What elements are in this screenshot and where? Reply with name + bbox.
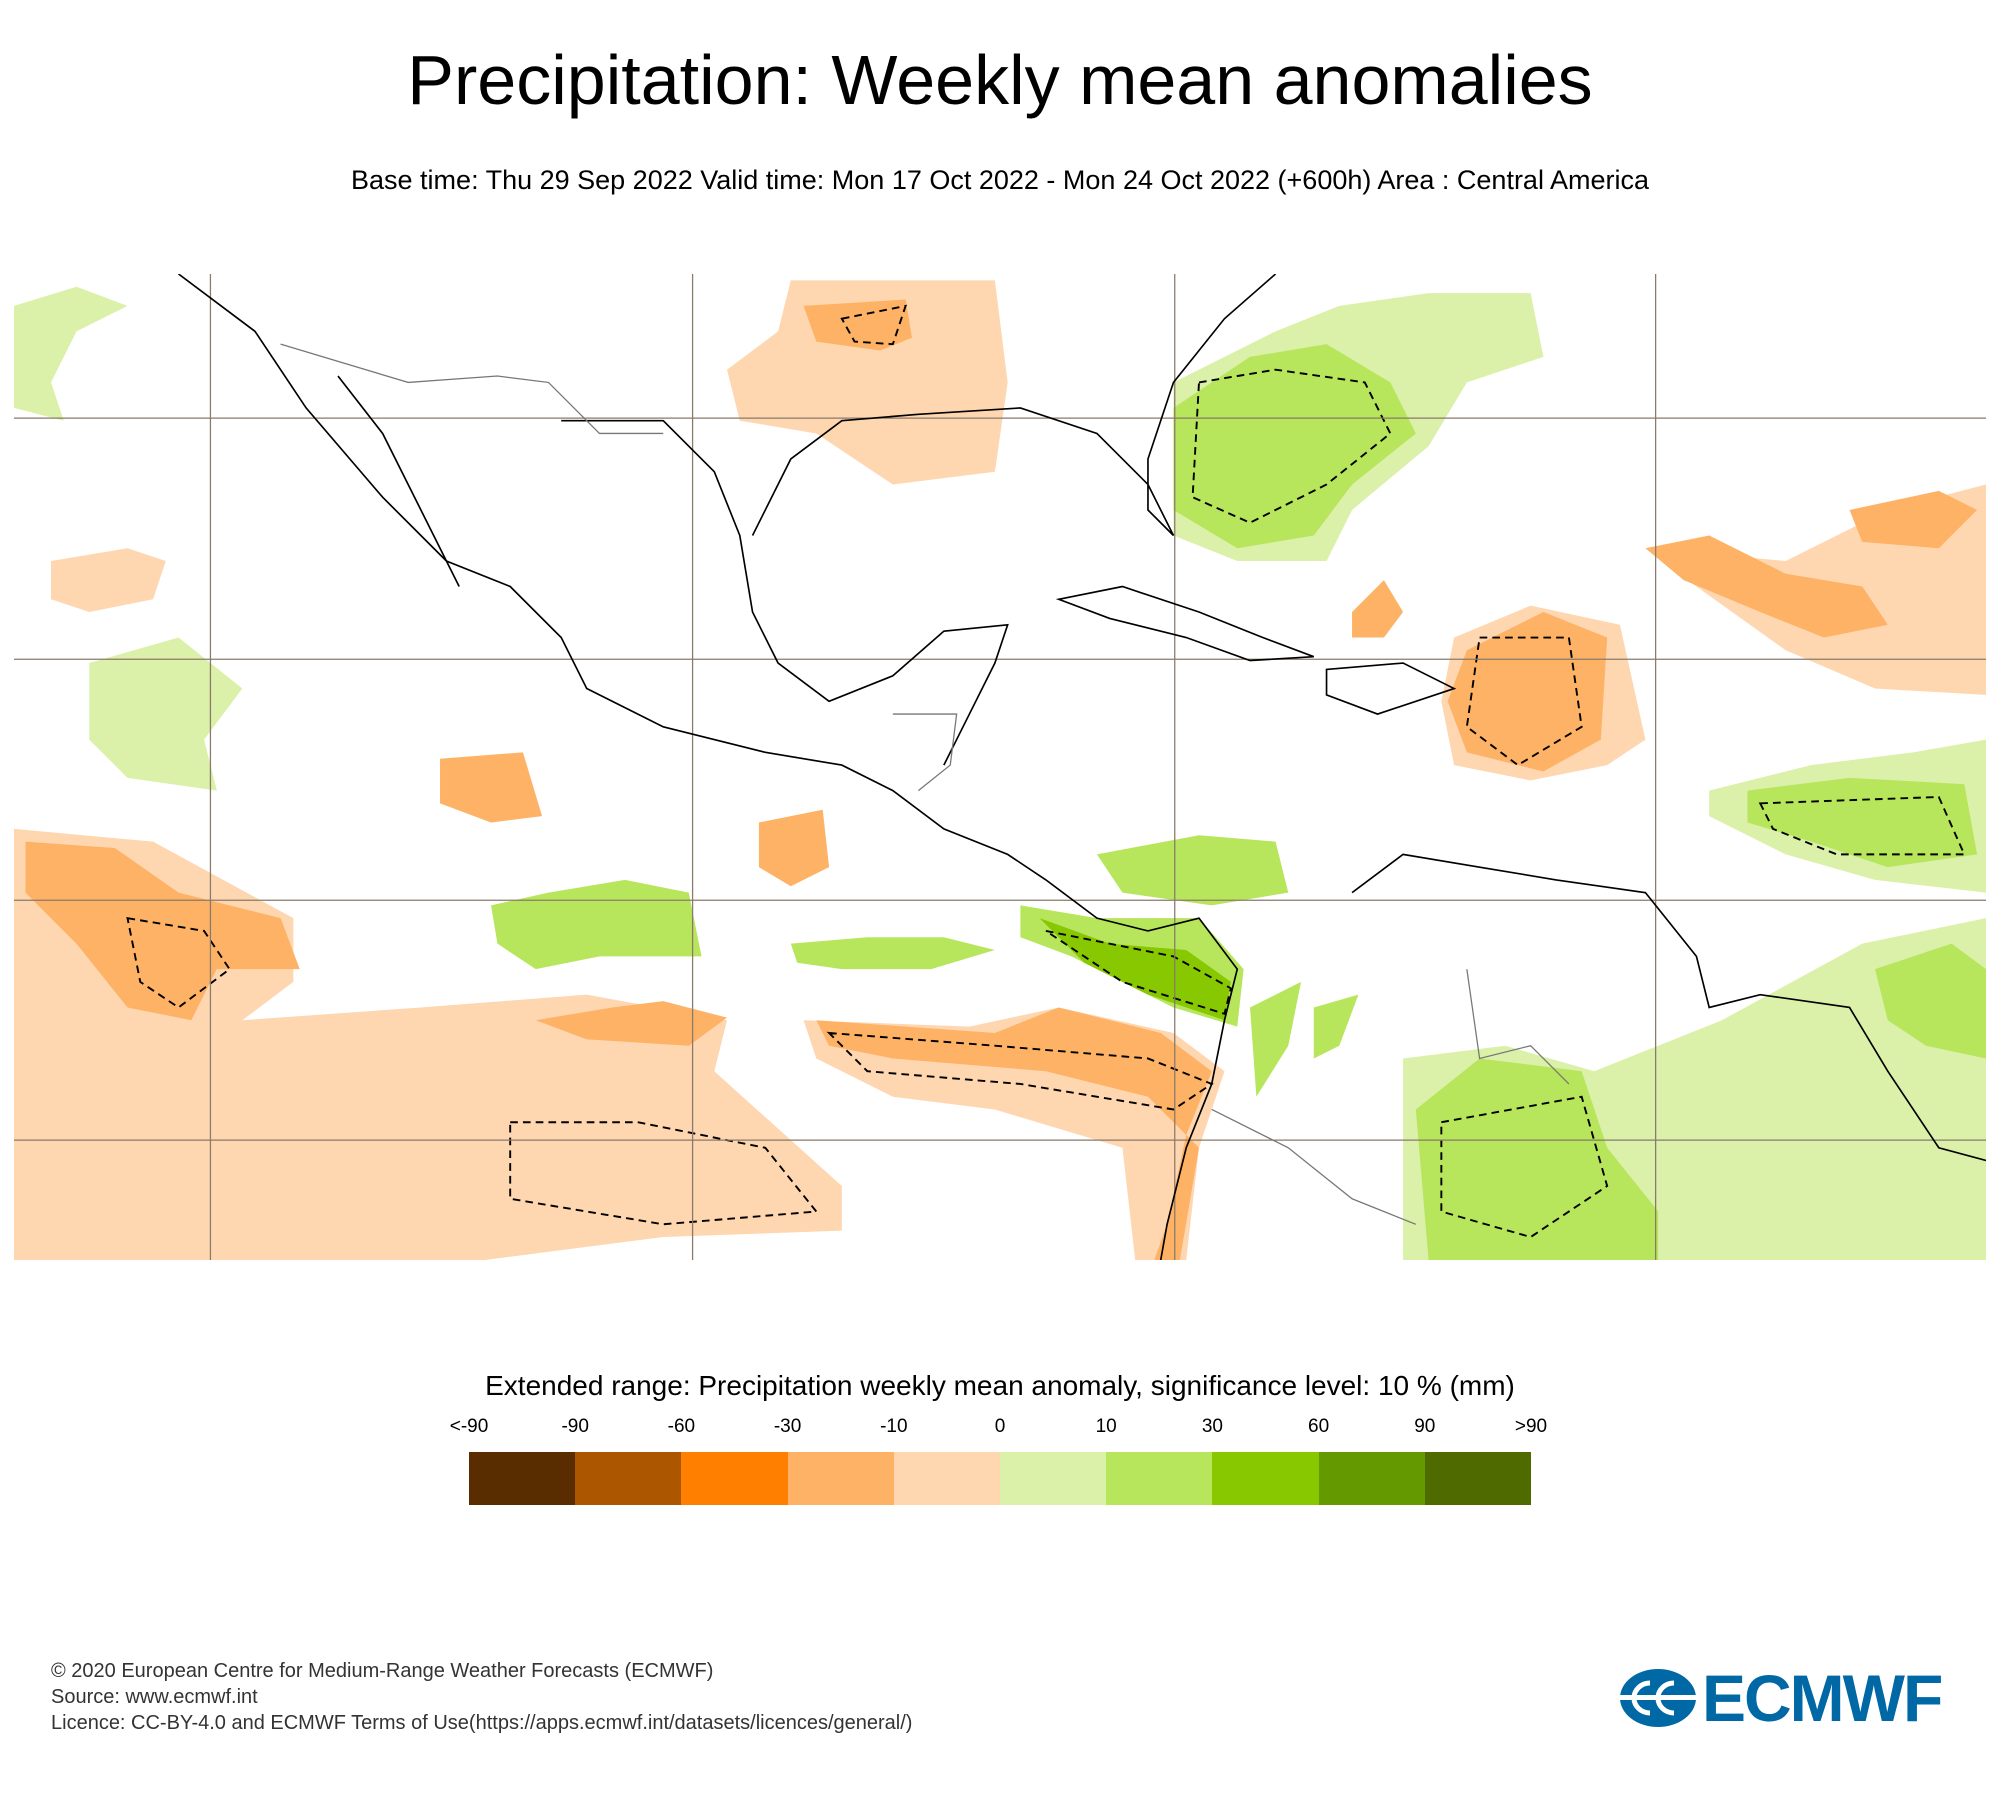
source-text: Source: www.ecmwf.int [51, 1686, 258, 1708]
graticule [14, 274, 1986, 1260]
chart-subtitle: Base time: Thu 29 Sep 2022 Valid time: M… [351, 165, 1649, 195]
legend-tick: -60 [667, 1416, 696, 1437]
wet-area [1173, 344, 1416, 549]
footer: © 2020 European Centre for Medium-Range … [51, 1658, 912, 1736]
legend-color-swatch [1212, 1452, 1319, 1505]
legend-color-swatch [681, 1452, 788, 1505]
legend-color-swatch [575, 1452, 682, 1505]
legend-title: Extended range: Precipitation weekly mea… [485, 1370, 1515, 1401]
dry-area [25, 841, 300, 1021]
wet-area [1747, 777, 1978, 868]
precipitation-anomaly-map [14, 274, 1986, 1260]
dry-area [727, 280, 1008, 485]
dry-area [440, 752, 543, 823]
legend-color-swatch [1106, 1452, 1213, 1505]
wet-area [1096, 835, 1289, 906]
wet-area [14, 286, 128, 421]
legend-color-swatch [469, 1452, 576, 1505]
legend-color-swatch [787, 1452, 894, 1505]
legend-colorbar [469, 1452, 1532, 1505]
dry-area [535, 1001, 728, 1046]
wet-area [491, 879, 702, 970]
ecmwf-logo-icon [1620, 1669, 1696, 1727]
wet-area [1039, 918, 1231, 1021]
legend-tick: -90 [561, 1416, 589, 1437]
legend-ticks: <-90 -90 -60 -30 -10 0 10 30 60 90 >90 [450, 1416, 1547, 1440]
borders [280, 343, 1570, 1225]
legend-tick: 30 [1201, 1416, 1223, 1437]
wet-area [89, 637, 243, 791]
dry-area [1447, 612, 1608, 772]
legend-color-swatch [1000, 1452, 1107, 1505]
legend-tick: 10 [1095, 1416, 1117, 1437]
legend-color-swatch [893, 1452, 1001, 1505]
dry-area [803, 299, 912, 351]
wet-area [790, 937, 995, 970]
coastlines [178, 274, 1986, 1260]
dry-area [816, 1007, 1212, 1260]
legend-tick: 0 [994, 1416, 1006, 1437]
wet-area [1415, 1058, 1659, 1260]
legend-tick: -30 [773, 1416, 802, 1437]
legend-tick: <-90 [449, 1416, 489, 1437]
ecmwf-logo-text: ECMWF [1702, 1661, 1943, 1735]
legend-color-swatch [1318, 1452, 1425, 1505]
wet-area [1313, 994, 1359, 1059]
chart-title: Precipitation: Weekly mean anomalies [407, 41, 1593, 119]
dry-area [1645, 535, 1888, 638]
dry-area [50, 548, 166, 613]
legend-color-swatch [1424, 1452, 1532, 1505]
wet-area [1875, 943, 1986, 1059]
dry-area [1849, 490, 1978, 549]
wet-area [1250, 981, 1302, 1097]
dry-area [758, 809, 830, 887]
ecmwf-logo: ECMWF [1620, 1661, 1955, 1735]
copyright-text: © 2020 European Centre for Medium-Range … [51, 1660, 714, 1682]
legend-tick: 90 [1414, 1416, 1436, 1437]
legend-tick: 60 [1308, 1416, 1330, 1437]
significance-contours [126, 304, 1966, 1239]
dry-area [1352, 580, 1404, 638]
licence-text: Licence: CC-BY-4.0 and ECMWF Terms of Us… [51, 1712, 913, 1734]
anomaly-fields [14, 280, 1986, 1260]
legend-tick: >90 [1514, 1416, 1548, 1437]
legend-tick: -10 [880, 1416, 908, 1437]
